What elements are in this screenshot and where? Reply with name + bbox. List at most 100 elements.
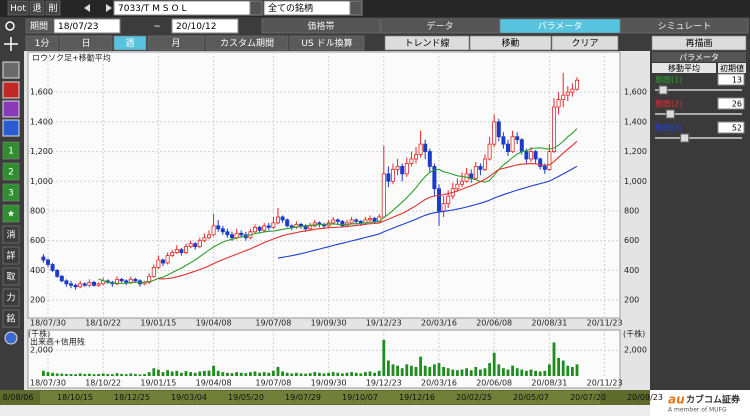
start-date-text[interactable]: 18/07/23	[58, 22, 98, 32]
interval-button-label[interactable]: カスタム期間	[220, 38, 274, 49]
candle-body	[372, 218, 377, 222]
symbol-dropdown[interactable]	[249, 0, 263, 16]
period-label[interactable]	[25, 18, 53, 34]
volume-bar	[161, 372, 165, 376]
side-button[interactable]	[2, 309, 20, 328]
side-button-label[interactable]: 取	[6, 272, 15, 283]
interval-button[interactable]	[59, 35, 113, 51]
start-date[interactable]	[53, 18, 121, 34]
side-button[interactable]	[2, 162, 20, 181]
slider-thumb[interactable]	[658, 85, 668, 95]
ma-name: 期間(2)	[655, 100, 682, 109]
hot-button-label[interactable]: Hot	[10, 4, 26, 14]
side-button[interactable]	[2, 141, 20, 160]
delete-button-label[interactable]: 削	[48, 2, 57, 14]
tool-button[interactable]	[551, 35, 619, 51]
side-button-label[interactable]: 3	[8, 189, 14, 199]
symbol-input-text[interactable]: 7033/T M S O L	[118, 4, 186, 14]
side-button[interactable]	[2, 246, 20, 265]
volume-unit: (千株)	[28, 329, 50, 339]
tab[interactable]	[380, 18, 500, 34]
ma-period[interactable]: 52	[732, 124, 742, 133]
exit-button[interactable]	[29, 0, 45, 16]
interval-button-label[interactable]: 日	[81, 38, 90, 49]
scroll-date: 19/10/07	[342, 393, 378, 402]
interval-button-label[interactable]: US ドル換算	[301, 37, 352, 49]
ma-input[interactable]	[717, 121, 745, 134]
end-date[interactable]	[171, 18, 239, 34]
candle-body	[358, 220, 363, 224]
search-icon[interactable]	[5, 21, 15, 31]
universe-select-text[interactable]: 全ての銘柄	[268, 2, 313, 14]
tab[interactable]	[261, 18, 381, 34]
hot-button[interactable]	[7, 0, 29, 16]
tool-button[interactable]	[384, 35, 470, 51]
volume-bar	[258, 372, 261, 376]
tool-button-label[interactable]: クリア	[571, 38, 598, 49]
side-button-label[interactable]: 2	[8, 168, 14, 178]
tool-icon[interactable]	[2, 61, 20, 79]
tool-icon[interactable]	[2, 81, 20, 99]
candle-body	[492, 121, 497, 145]
side-button[interactable]	[2, 204, 20, 223]
side-button[interactable]	[2, 225, 20, 244]
next-arrow[interactable]	[106, 4, 112, 12]
interval-button-label[interactable]: 週	[125, 38, 134, 49]
ma-input[interactable]	[717, 97, 745, 110]
redraw-button-label[interactable]: 再描画	[685, 37, 712, 49]
side-button[interactable]	[2, 288, 20, 307]
slider-thumb[interactable]	[665, 109, 675, 119]
tab-label[interactable]: パラメータ	[538, 21, 583, 32]
side-button-label[interactable]: ★	[7, 210, 15, 220]
tab-label[interactable]: シミュレート	[658, 22, 712, 32]
x-tick-label: 20/08/31	[531, 379, 567, 388]
side-button[interactable]	[2, 183, 20, 202]
exit-button-label[interactable]: 退	[32, 3, 41, 14]
tab[interactable]	[620, 18, 749, 34]
volume-bar	[400, 368, 404, 376]
period-label-label[interactable]: 期間	[30, 21, 48, 32]
interval-button[interactable]	[25, 35, 59, 51]
tab-label[interactable]: 価格帯	[307, 20, 334, 32]
tool-icon[interactable]	[2, 119, 20, 137]
settings-icon[interactable]	[4, 331, 18, 345]
interval-button[interactable]	[205, 35, 289, 51]
side-button-label[interactable]: 力	[6, 292, 15, 304]
tool-button[interactable]	[469, 35, 552, 51]
interval-button[interactable]	[113, 35, 147, 51]
tool-button-label[interactable]: 移動	[501, 37, 519, 49]
tool-button-label[interactable]: トレンド線	[404, 37, 449, 49]
volume-bar	[120, 373, 123, 376]
candle-body	[400, 166, 405, 175]
volume-bar	[299, 373, 303, 376]
side-button-label[interactable]: 消	[6, 229, 15, 241]
candle-body	[216, 225, 221, 230]
interval-button[interactable]	[147, 35, 205, 51]
side-button-label[interactable]: 詳	[6, 250, 15, 262]
candle-body	[59, 275, 64, 282]
tab-label[interactable]: データ	[426, 20, 453, 32]
tab[interactable]	[499, 18, 621, 34]
ma-period[interactable]: 13	[732, 76, 742, 85]
interval-button-label[interactable]: 1分	[35, 38, 50, 49]
redraw-button[interactable]	[651, 35, 747, 51]
ma-input[interactable]	[717, 73, 745, 86]
prev-arrow[interactable]	[84, 4, 90, 12]
scroll-thumb[interactable]	[40, 391, 600, 404]
scroll-date: 18/12/25	[114, 393, 150, 402]
side-button-label[interactable]: 1	[8, 147, 14, 157]
universe-dropdown[interactable]	[349, 0, 363, 16]
tool-icon[interactable]	[2, 100, 20, 118]
delete-button[interactable]	[45, 0, 61, 16]
candle-body	[239, 232, 244, 236]
volume-bar	[97, 374, 100, 376]
interval-button[interactable]	[289, 35, 365, 51]
slider-thumb[interactable]	[680, 133, 690, 143]
candle-body	[487, 143, 492, 160]
side-button-label[interactable]: 銘	[6, 313, 15, 325]
end-date-text[interactable]: 20/10/12	[176, 22, 216, 32]
candle-body	[174, 249, 179, 253]
interval-button-label[interactable]: 月	[171, 38, 180, 49]
side-button[interactable]	[2, 267, 20, 286]
ma-period[interactable]: 26	[732, 100, 742, 109]
